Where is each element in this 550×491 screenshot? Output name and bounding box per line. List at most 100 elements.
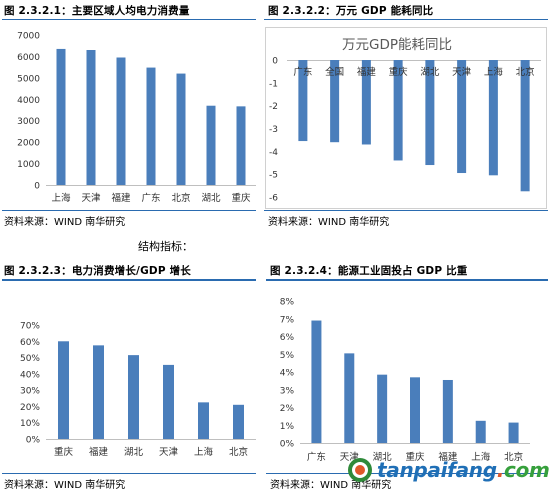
bar [163,364,174,439]
y-tick-label: 3% [280,386,295,396]
y-tick-label: 7000 [17,32,40,42]
x-tick-label: 上海 [194,446,214,458]
watermark-prefix: tanpaifang [377,458,497,482]
y-tick-label: 1000 [17,160,40,170]
bar [311,320,322,443]
x-tick-label: 北京 [516,66,535,78]
y-tick-label: -1 [269,79,278,89]
figure-3-title-rule [2,279,256,281]
x-tick-label: 福建 [111,192,131,204]
bar [520,60,530,192]
bar [457,60,467,174]
y-tick-label: 30% [20,387,40,397]
bar [377,374,388,443]
figure-1-source-rule [2,210,256,211]
y-tick-label: 40% [20,370,40,380]
figure-4-source-rule [266,473,548,474]
bar [206,105,216,185]
y-tick-label: 4% [280,369,295,379]
x-tick-label: 天津 [159,447,179,458]
figure-2-source-rule [264,210,548,211]
y-tick-label: 60% [20,338,40,348]
x-tick-label: 湖北 [420,67,440,78]
y-tick-label: 5000 [17,74,40,84]
y-tick-label: 6000 [17,53,40,63]
x-tick-label: 福建 [89,446,109,458]
y-tick-label: -3 [269,125,278,135]
section-label: 结构指标： [138,240,193,253]
figure-3-source: 资料来源：WIND 南华研究 [4,480,126,491]
y-tick-label: -2 [269,102,278,112]
figure-1-title-rule [2,19,256,20]
figure-3-source-rule [2,473,256,474]
chart-2-frame [265,27,547,209]
figure-1-title: 图 2.3.2.1：主要区域人均电力消费量 [4,5,190,17]
y-tick-label: 2000 [17,139,40,149]
y-tick-label: 1% [280,422,295,432]
y-tick-label: 5% [280,351,295,361]
y-tick-label: -4 [269,148,278,158]
bar [410,377,420,443]
x-tick-label: 湖北 [373,452,393,463]
bar [298,60,308,142]
bar [128,355,139,439]
x-tick-label: 上海 [51,192,71,204]
figure-4-title-rule [266,279,548,281]
bar [475,420,486,443]
bar [176,73,186,185]
x-tick-label: 全国 [325,66,344,78]
watermark-text: tanpaifang.com [377,458,550,482]
bar [198,402,209,439]
x-tick-label: 湖北 [124,447,144,458]
watermark-suffix: com [504,458,550,482]
figure-3-title: 图 2.3.2.3：电力消费增长/GDP 增长 [4,265,191,277]
bar [58,341,69,439]
figure-2-source: 资料来源：WIND 南华研究 [268,217,390,228]
y-tick-label: 0 [34,182,40,192]
y-tick-label: 0% [26,436,41,446]
y-tick-label: 6% [280,333,295,343]
bar [488,60,498,176]
y-tick-label: 4000 [17,96,40,106]
figure-4-source: 资料来源：WIND 南华研究 [270,480,392,491]
x-tick-label: 广东 [141,192,160,204]
bar [146,67,156,185]
x-tick-label: 北京 [504,451,523,463]
y-tick-label: 20% [20,403,40,413]
x-tick-label: 福建 [357,66,377,78]
chart-per-capita-electricity: 0 1000 2000 3000 4000 5000 6000 7000 上海 天津 福建 广东 北京湖… [17,32,256,204]
y-tick-label: 7% [280,315,295,325]
y-tick-label: 0% [280,440,295,450]
x-tick-label: 北京 [171,192,190,204]
bar [86,50,96,185]
y-tick-label: -5 [269,171,278,181]
tanpaifang-logo-icon [348,458,372,482]
x-tick-label: 广东 [293,66,312,78]
x-tick-label: 重庆 [54,446,74,458]
y-tick-label: 8% [280,298,295,308]
y-tick-label: -6 [269,194,278,204]
bar [330,60,340,143]
x-tick-label: 天津 [81,193,101,204]
chart-energy-investment-gdp: 0% 1% 2% 3% 4% 5% 6% 7% 8% 广东 天津 湖北 重庆 福建 上海 北京 [280,298,530,463]
x-tick-label: 湖北 [201,193,221,204]
x-tick-label: 福建 [438,451,458,463]
figure-2-title-rule [264,19,548,20]
x-tick-label: 上海 [471,451,491,463]
bar [361,60,371,145]
chart-electricity-gdp-growth: 0% 10% 20% 30% 40% 50% 60% 70% 重庆 福建 湖北 天津 上海 北京 [20,322,256,458]
x-tick-label: 广东 [307,451,326,463]
x-tick-label: 重庆 [405,451,425,463]
y-tick-label: 10% [20,419,40,429]
bar [508,422,519,443]
chart-gdp-energy-yoy: 万元GDP能耗同比 0 -1 -2 -3 -4 -5 -6 广东 全国 福建 重庆 湖北 天津 上海 北京 [269,37,541,204]
bar [116,57,126,185]
chart-title: 万元GDP能耗同比 [342,37,452,53]
x-tick-label: 北京 [229,446,248,458]
figure-2-title: 图 2.3.2.2：万元 GDP 能耗同比 [268,5,434,17]
y-tick-label: 0 [272,57,278,67]
tanpaifang-watermark: tanpaifang.com [345,455,550,485]
bar [56,48,66,185]
x-tick-label: 天津 [452,67,472,78]
bar [236,106,246,185]
